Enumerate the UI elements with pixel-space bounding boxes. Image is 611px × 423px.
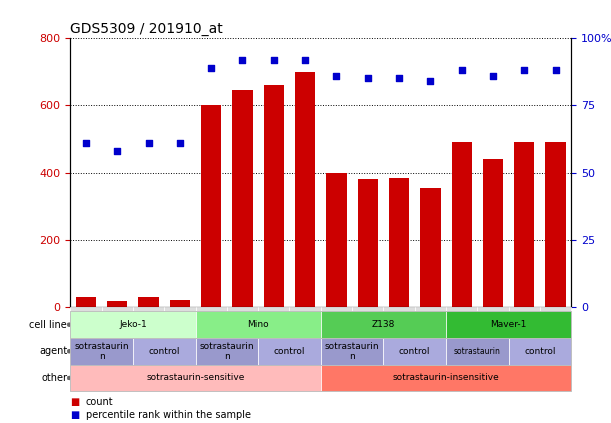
Text: sotrastaurin-insensitive: sotrastaurin-insensitive <box>393 374 499 382</box>
Point <box>457 67 467 74</box>
Bar <box>107 301 128 307</box>
Point <box>394 75 404 82</box>
Text: Jeko-1: Jeko-1 <box>119 320 147 329</box>
Point <box>207 64 216 71</box>
Text: control: control <box>274 347 306 356</box>
Bar <box>295 72 315 307</box>
Text: Z138: Z138 <box>371 320 395 329</box>
Text: control: control <box>524 347 556 356</box>
Bar <box>357 179 378 307</box>
Point <box>144 140 153 146</box>
Text: sotrastaurin: sotrastaurin <box>454 347 501 356</box>
Point <box>519 67 529 74</box>
Bar <box>76 297 96 307</box>
Point <box>81 140 91 146</box>
Text: ■: ■ <box>70 397 79 407</box>
Text: sotrastaurin-sensitive: sotrastaurin-sensitive <box>146 374 245 382</box>
Text: Mino: Mino <box>247 320 269 329</box>
Bar <box>138 297 159 307</box>
Bar <box>420 188 441 307</box>
Bar <box>452 142 472 307</box>
Bar <box>546 142 566 307</box>
Bar <box>263 85 284 307</box>
Text: percentile rank within the sample: percentile rank within the sample <box>86 410 251 420</box>
Point <box>238 56 247 63</box>
Bar <box>232 90 253 307</box>
Point <box>300 56 310 63</box>
Text: sotrastaurin
n: sotrastaurin n <box>325 342 379 361</box>
Point <box>363 75 373 82</box>
Text: count: count <box>86 397 113 407</box>
Point <box>175 140 185 146</box>
Point <box>425 78 435 85</box>
Point <box>332 72 342 79</box>
Point <box>551 67 560 74</box>
Text: agent: agent <box>39 346 67 356</box>
Bar <box>514 142 535 307</box>
Point <box>488 72 498 79</box>
Bar <box>326 173 346 307</box>
Text: cell line: cell line <box>29 320 67 330</box>
Bar <box>389 178 409 307</box>
Bar <box>201 105 221 307</box>
Text: sotrastaurin
n: sotrastaurin n <box>75 342 129 361</box>
Bar <box>170 300 190 307</box>
Bar <box>483 159 503 307</box>
Point <box>112 148 122 154</box>
Text: control: control <box>148 347 180 356</box>
Text: GDS5309 / 201910_at: GDS5309 / 201910_at <box>70 22 223 36</box>
Text: Maver-1: Maver-1 <box>491 320 527 329</box>
Point <box>269 56 279 63</box>
Text: control: control <box>399 347 431 356</box>
Text: other: other <box>41 373 67 383</box>
Text: ■: ■ <box>70 410 79 420</box>
Text: sotrastaurin
n: sotrastaurin n <box>200 342 254 361</box>
